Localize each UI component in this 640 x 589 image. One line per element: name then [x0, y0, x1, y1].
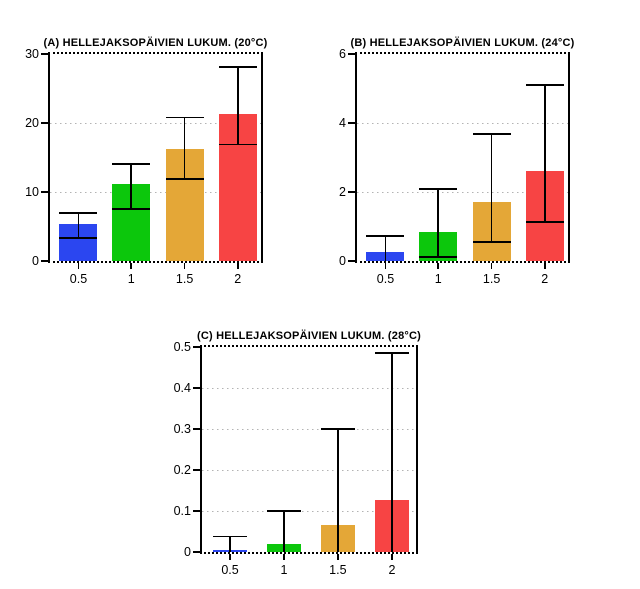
errorbar-cap-low-1.5 [165, 178, 204, 180]
y-axis-tick [41, 122, 48, 124]
x-axis-tick [77, 263, 80, 269]
errorbar-line-2 [544, 85, 546, 223]
errorbar-cap-high-1 [419, 188, 458, 191]
errorbar-cap-high-0.5 [59, 211, 98, 214]
x-tick-label: 0.5 [221, 563, 239, 577]
x-axis-tick [337, 554, 339, 560]
x-tick-label: 1.5 [329, 563, 347, 577]
panel-c-title: (C) HELLEJAKSOPÄIVIEN LUKUM. (28°C) [196, 330, 422, 342]
y-axis-tick [348, 191, 355, 193]
y-tick-label: 0 [32, 254, 39, 268]
x-tick-label: 1 [280, 563, 288, 577]
chart-panel-b: (B) HELLEJAKSOPÄIVIEN LUKUM. (24°C) 0 2 4 6… [339, 37, 574, 286]
gridline [202, 469, 416, 471]
gridline [202, 428, 416, 430]
y-tick-label: 30 [25, 47, 39, 61]
y-axis-tick [41, 53, 48, 55]
errorbar-line-1 [283, 511, 285, 552]
x-axis-tick [130, 263, 132, 269]
x-axis-tick [229, 554, 231, 560]
errorbar-line-1.5 [490, 134, 493, 243]
errorbar-cap-high-1 [266, 510, 301, 512]
x-tick-label: 1.5 [482, 272, 501, 286]
x-axis-tick [391, 554, 393, 560]
y-tick-label: 2 [339, 185, 346, 199]
errorbar-cap-low-1.5 [472, 241, 511, 243]
panel-a-title: (A) HELLEJAKSOPÄIVIEN LUKUM. (20°C) [43, 37, 268, 49]
x-tick-label: 1 [127, 272, 135, 286]
y-tick-label: 0.3 [173, 422, 191, 436]
x-tick-label: 2 [388, 563, 396, 577]
errorbar-cap-high-1.5 [320, 428, 355, 430]
x-tick-label: 1.5 [175, 272, 194, 286]
x-axis-tick [437, 263, 439, 269]
x-tick-label: 1 [434, 272, 442, 286]
gridline [357, 191, 568, 193]
chart-panel-c: (C) HELLEJAKSOPÄIVIEN LUKUM. (28°C) 0 0.1… [174, 330, 421, 577]
y-tick-label: 0 [339, 254, 346, 268]
y-tick-label: 20 [25, 116, 39, 130]
y-axis-tick [193, 469, 200, 471]
y-tick-label: 0.4 [173, 381, 191, 395]
errorbar-cap-high-1.5 [472, 133, 511, 135]
errorbar-cap-low-2 [218, 143, 257, 146]
y-axis-tick [348, 122, 355, 124]
gridline [50, 191, 261, 193]
errorbar-cap-high-2 [375, 352, 410, 354]
y-tick-label: 0 [184, 545, 191, 559]
y-tick-label: 10 [25, 185, 39, 199]
errorbar-cap-low-1 [112, 208, 151, 211]
gridline [50, 122, 261, 124]
errorbar-line-1 [130, 163, 132, 210]
y-axis-tick [193, 387, 200, 389]
errorbar-cap-high-0.5 [366, 235, 405, 237]
errorbar-cap-low-0.5 [59, 237, 98, 240]
x-tick-label: 0.5 [376, 272, 395, 286]
y-tick-label: 6 [339, 47, 346, 61]
x-tick-label: 2 [541, 272, 549, 286]
y-axis-tick [41, 191, 48, 193]
x-tick-label: 2 [234, 272, 242, 286]
x-tick-label: 0.5 [69, 272, 88, 286]
errorbar-cap-low-1 [419, 256, 458, 259]
errorbar-line-0.5 [229, 536, 231, 552]
errorbar-cap-high-1.5 [165, 116, 204, 119]
x-axis-tick [237, 263, 239, 269]
panel-b-title: (B) HELLEJAKSOPÄIVIEN LUKUM. (24°C) [350, 37, 575, 49]
x-axis-tick [490, 263, 493, 269]
errorbar-cap-high-2 [525, 84, 564, 86]
errorbar-line-0.5 [384, 236, 387, 261]
y-axis-tick [193, 510, 200, 512]
y-axis-tick [193, 346, 200, 348]
y-axis-tick [348, 260, 355, 262]
errorbar-cap-high-1 [112, 162, 151, 165]
y-tick-label: 0.1 [173, 504, 191, 518]
x-axis-tick [384, 263, 387, 269]
y-tick-label: 4 [339, 116, 346, 130]
x-axis-tick [544, 263, 546, 269]
y-axis-tick [193, 551, 200, 553]
y-axis-tick [193, 428, 200, 430]
x-axis-tick [283, 554, 285, 560]
y-tick-label: 0.5 [173, 340, 191, 354]
errorbar-line-2 [237, 67, 239, 145]
y-tick-label: 0.2 [173, 463, 191, 477]
x-axis-tick [183, 263, 186, 269]
gridline [202, 387, 416, 389]
errorbar-cap-high-2 [218, 66, 257, 68]
y-axis-tick [348, 53, 355, 55]
gridline [202, 510, 416, 512]
errorbar-line-1 [437, 189, 439, 258]
errorbar-line-1.5 [337, 429, 339, 552]
errorbar-cap-low-2 [525, 221, 564, 223]
errorbar-cap-high-0.5 [213, 535, 248, 538]
errorbar-line-1.5 [183, 117, 186, 179]
chart-panel-a: (A) HELLEJAKSOPÄIVIEN LUKUM. (20°C) 0 10 2… [25, 37, 267, 286]
errorbar-line-2 [391, 353, 393, 552]
y-axis-tick [41, 260, 48, 262]
errorbar-line-0.5 [77, 212, 80, 239]
gridline [357, 122, 568, 124]
